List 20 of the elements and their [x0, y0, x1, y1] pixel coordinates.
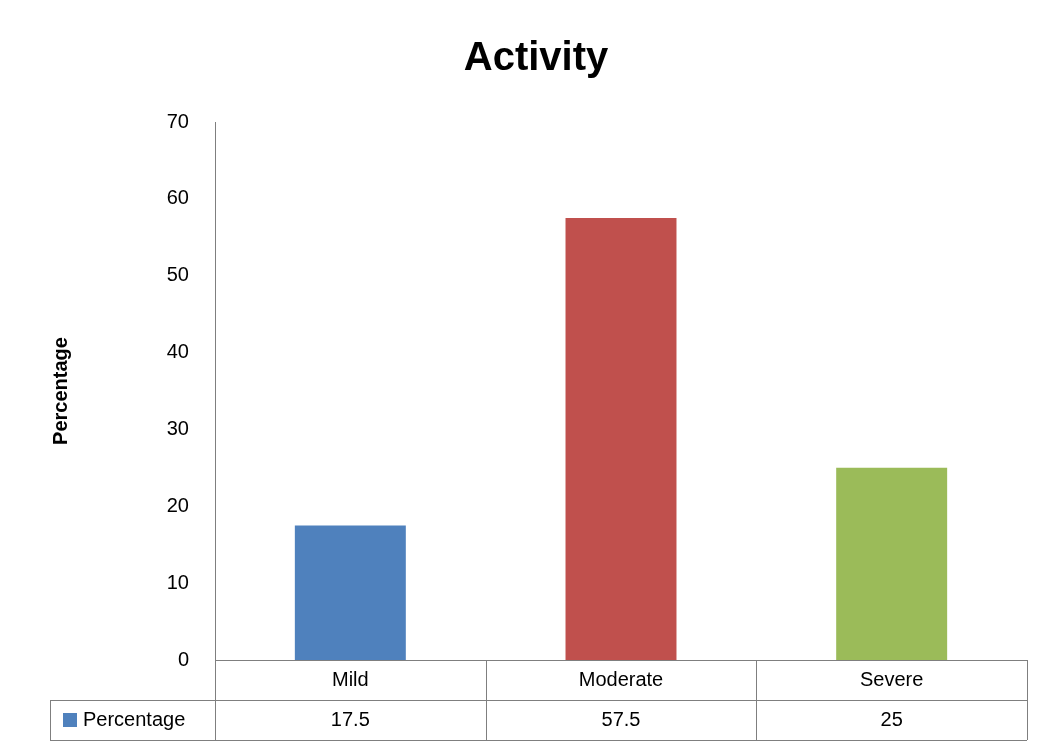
legend-label: Percentage: [83, 707, 186, 730]
y-tick-label: 60: [166, 186, 189, 209]
y-tick-label: 20: [166, 493, 189, 516]
x-tick-label: Moderate: [578, 667, 664, 690]
data-label: 57.5: [601, 707, 641, 730]
bar: [294, 525, 406, 660]
y-tick-label: 0: [177, 647, 189, 670]
bar: [565, 218, 677, 660]
y-axis-title: Percentage: [48, 337, 71, 445]
y-tick-label: 40: [166, 340, 189, 363]
y-tick-label: 50: [166, 263, 189, 286]
x-tick-label: Mild: [332, 667, 369, 690]
y-tick-label: 30: [166, 416, 189, 439]
data-label: 25: [880, 707, 903, 730]
bar: [836, 467, 948, 660]
y-tick-label: 10: [166, 570, 189, 593]
x-tick-label: Severe: [859, 667, 924, 690]
y-tick-label: 70: [166, 109, 189, 132]
data-label: 17.5: [330, 707, 370, 730]
chart-title: Activity: [463, 34, 609, 79]
